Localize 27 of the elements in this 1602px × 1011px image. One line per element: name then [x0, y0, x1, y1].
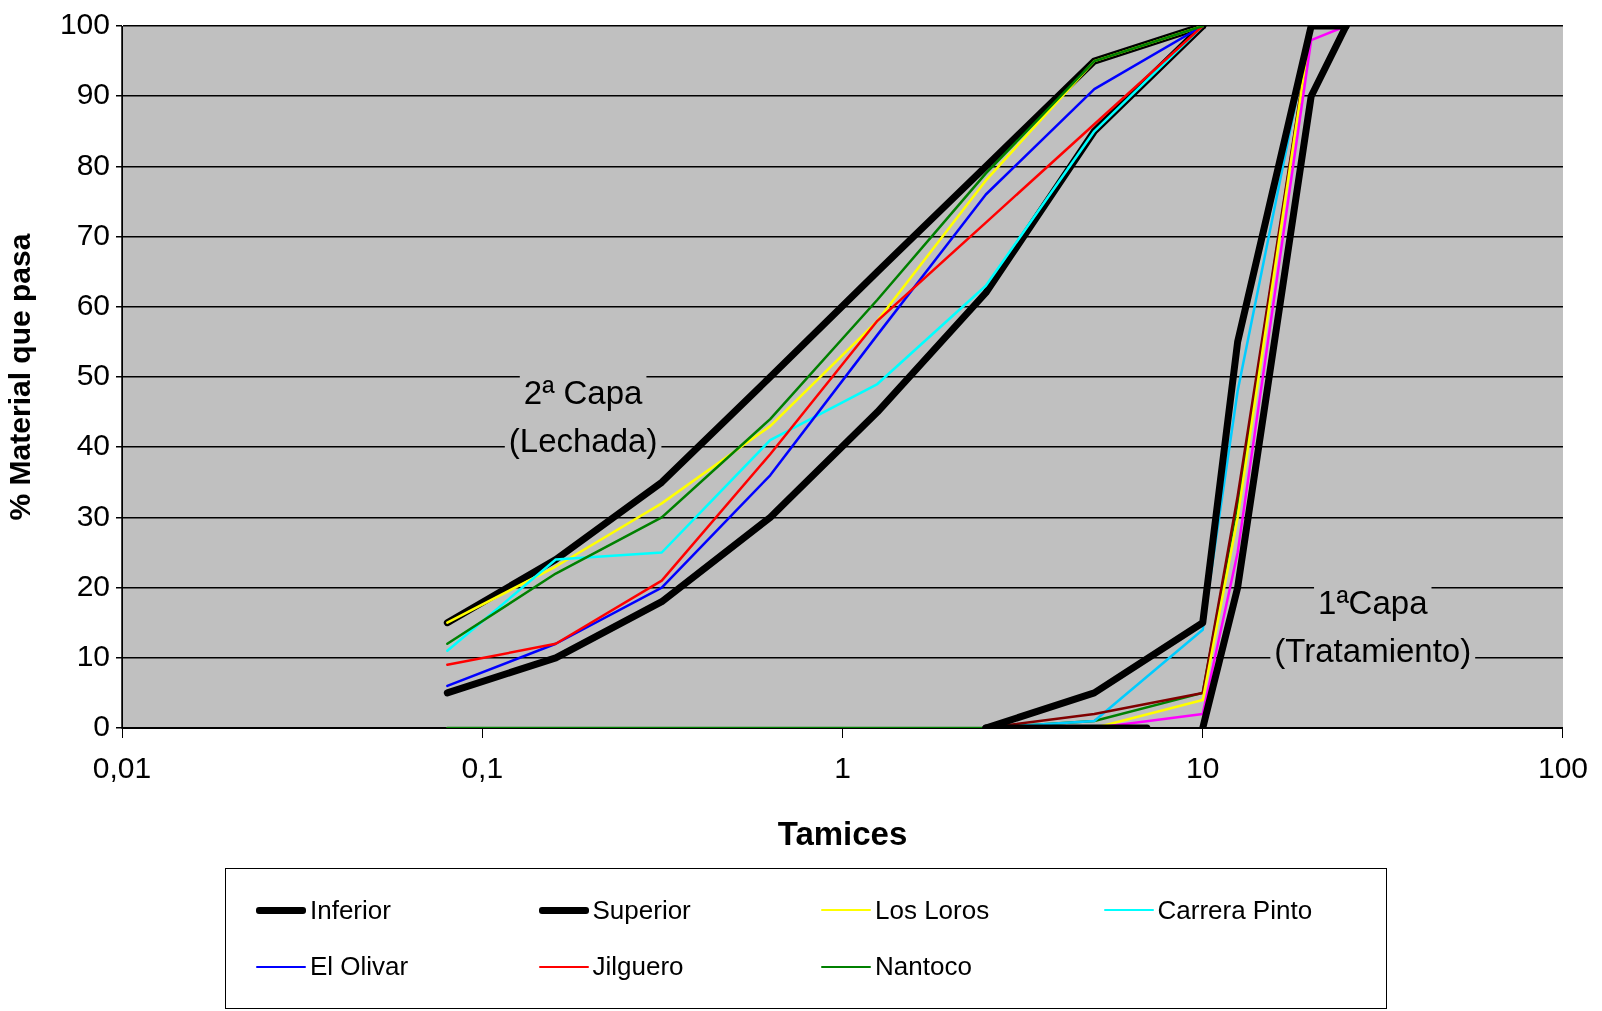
legend-label: Jilguero	[592, 951, 684, 983]
y-tick-label: 80	[76, 147, 110, 181]
x-tick-label: 0,1	[461, 751, 504, 785]
y-tick-label: 60	[76, 288, 110, 322]
annotation: 1ªCapa (Tratamiento)	[1274, 584, 1472, 670]
x-tick-label: 1	[834, 751, 851, 785]
y-tick-label: 30	[76, 498, 110, 532]
legend-label: Los Loros	[875, 894, 990, 926]
y-tick-label: 40	[76, 428, 110, 462]
y-tick-label: 90	[76, 77, 110, 111]
y-tick-label: 0	[93, 709, 110, 743]
y-tick-label: 10	[76, 639, 110, 673]
x-tick-label: 0,01	[92, 751, 152, 785]
legend-label: Inferior	[310, 894, 391, 926]
y-tick-label: 50	[76, 358, 110, 392]
y-axis-title: % Material que pasa	[3, 233, 37, 521]
y-tick-label: 100	[59, 7, 110, 41]
legend-label: Carrera Pinto	[1157, 894, 1313, 926]
x-axis-title: Tamices	[777, 815, 908, 853]
legend-label: Superior	[592, 894, 691, 926]
x-tick-label: 10	[1186, 751, 1220, 785]
x-tick-label: 100	[1537, 751, 1588, 785]
y-tick-label: 20	[76, 568, 110, 602]
annotation: 2ª Capa (Lechada)	[508, 374, 658, 460]
legend-label: Nantoco	[875, 951, 972, 983]
y-tick-label: 70	[76, 217, 110, 251]
legend-label: El Olivar	[310, 951, 409, 983]
